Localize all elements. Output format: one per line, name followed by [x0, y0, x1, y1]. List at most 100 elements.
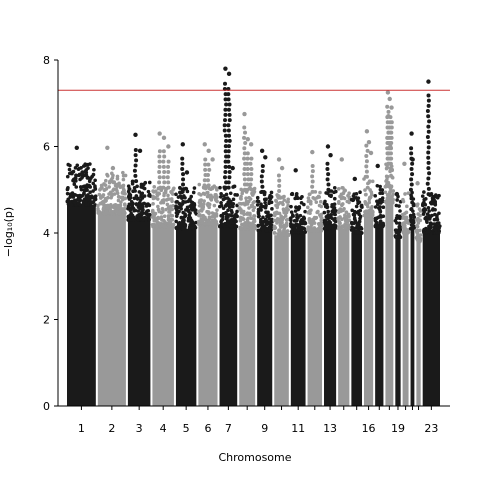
snp-point	[101, 201, 106, 206]
snp-point	[179, 204, 183, 208]
top-hit-point	[402, 161, 407, 166]
snp-point	[409, 196, 414, 201]
y-tick-label: 4	[43, 227, 50, 240]
snp-point	[309, 228, 314, 232]
snp-point	[181, 187, 186, 192]
snp-point	[245, 202, 250, 206]
snp-point	[76, 201, 80, 206]
snp-point	[332, 196, 337, 201]
top-hit-point	[161, 135, 167, 141]
snp-point	[147, 214, 151, 219]
snp-point	[402, 227, 407, 232]
snp-point	[275, 218, 280, 222]
snp-point	[276, 173, 281, 178]
snp-point	[380, 188, 385, 192]
snp-point	[380, 196, 385, 200]
snp-point	[364, 169, 369, 174]
snp-point	[351, 194, 356, 198]
snp-point	[110, 194, 114, 198]
y-tick-label: 2	[43, 314, 50, 327]
snp-point	[314, 200, 319, 204]
snp-point	[393, 218, 398, 223]
snp-point	[395, 198, 399, 202]
snp-point	[166, 193, 170, 198]
snp-point	[337, 221, 342, 225]
snp-point	[299, 196, 303, 201]
snp-point	[217, 224, 222, 229]
snp-point	[134, 202, 139, 207]
snp-point	[223, 170, 228, 175]
snp-point	[239, 226, 244, 231]
snp-point	[238, 218, 243, 223]
snp-point	[363, 210, 367, 214]
snp-point	[181, 210, 185, 215]
snp-point	[206, 183, 211, 188]
snp-point	[245, 156, 250, 161]
snp-point	[259, 208, 263, 212]
snp-point	[212, 222, 216, 227]
snp-point	[223, 164, 228, 169]
snp-point	[426, 114, 431, 119]
snp-point	[161, 198, 166, 202]
snp-point	[426, 129, 431, 134]
snp-point	[333, 219, 338, 224]
snp-point	[137, 190, 142, 194]
snp-point	[147, 203, 152, 208]
chromosome-19-dense-band	[395, 237, 401, 406]
snp-point	[162, 180, 167, 185]
snp-point	[256, 228, 261, 233]
snp-point	[286, 197, 291, 202]
snp-point	[410, 200, 414, 205]
snp-point	[84, 168, 89, 172]
snp-point	[126, 184, 131, 188]
snp-point	[426, 192, 431, 197]
snp-point	[249, 177, 254, 182]
snp-point	[198, 198, 202, 203]
snp-point	[143, 218, 148, 222]
snp-point	[277, 228, 281, 232]
snp-point	[375, 183, 380, 188]
snp-point	[183, 214, 188, 218]
snp-point	[162, 170, 167, 175]
snp-point	[427, 229, 431, 233]
snp-point	[355, 230, 360, 234]
snp-point	[364, 174, 369, 179]
snp-point	[250, 191, 254, 196]
snp-point	[121, 211, 125, 216]
snp-point	[68, 200, 72, 205]
snp-point	[68, 163, 72, 168]
snp-point	[248, 213, 252, 217]
snp-point	[319, 212, 324, 217]
snp-point	[373, 205, 378, 209]
snp-point	[207, 167, 212, 172]
snp-point	[427, 215, 432, 220]
snp-point	[250, 203, 255, 208]
top-hit-point	[248, 142, 254, 147]
snp-point	[318, 190, 322, 195]
snp-point	[298, 219, 303, 224]
snp-point	[201, 216, 206, 221]
snp-point	[248, 197, 253, 201]
snp-point	[383, 190, 388, 195]
snp-point	[255, 195, 260, 200]
snp-point	[162, 154, 167, 159]
chromosome-12-points	[305, 149, 324, 406]
snp-point	[196, 209, 201, 214]
snp-point	[225, 218, 230, 223]
snp-point	[118, 205, 122, 210]
snp-point	[426, 186, 431, 191]
snp-point	[310, 189, 315, 194]
snp-point	[241, 209, 246, 214]
snp-point	[77, 173, 81, 178]
snp-point	[299, 225, 304, 230]
chromosome-3-points	[126, 132, 153, 406]
snp-point	[205, 173, 210, 178]
snp-point	[221, 197, 226, 202]
snp-point	[146, 189, 151, 194]
snp-point	[128, 218, 133, 222]
chromosome-8-dense-band	[239, 228, 256, 406]
snp-point	[223, 133, 228, 138]
snp-point	[343, 213, 347, 217]
snp-point	[133, 208, 138, 213]
snp-point	[123, 196, 128, 201]
